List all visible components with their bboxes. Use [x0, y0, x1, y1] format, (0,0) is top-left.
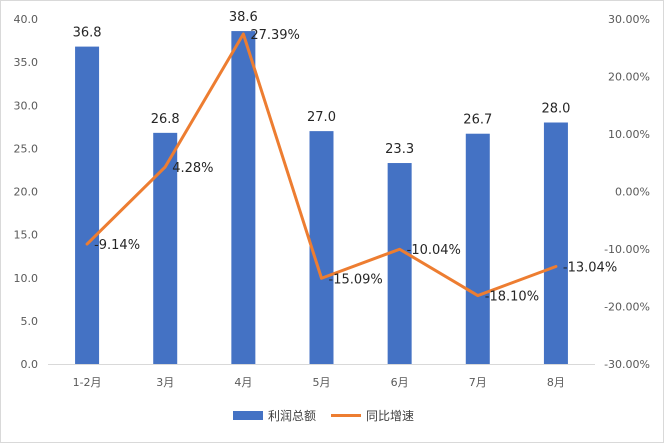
legend-label-line: 同比增速: [366, 409, 414, 423]
right-axis-tick-label: -10.00%: [604, 243, 650, 256]
bar: [543, 122, 568, 364]
left-axis-tick-label: 15.0: [14, 229, 39, 242]
left-axis-tick-label: 5.0: [21, 315, 39, 328]
right-axis-tick-label: -30.00%: [604, 358, 650, 371]
legend-swatch-bar: [233, 411, 263, 420]
bar: [231, 31, 256, 364]
right-axis-tick-label: 0.00%: [615, 186, 650, 199]
right-axis-tick-label: -20.00%: [604, 301, 650, 314]
line-data-label: -18.10%: [485, 290, 539, 305]
left-axis-tick-label: 20.0: [14, 186, 39, 199]
left-axis-tick-label: 10.0: [14, 272, 39, 285]
line-data-label: -9.14%: [94, 238, 140, 253]
left-axis-tick-label: 35.0: [14, 56, 39, 69]
bar: [387, 163, 412, 364]
right-axis-tick-label: 30.00%: [608, 13, 650, 26]
x-axis-tick-label: 3月: [156, 376, 174, 389]
left-axis-tick-label: 30.0: [14, 99, 39, 112]
bar-data-label: 38.6: [229, 10, 258, 25]
bar: [309, 131, 334, 364]
bar-data-label: 23.3: [385, 142, 414, 157]
bar-data-label: 36.8: [73, 26, 102, 41]
x-axis: 1-2月 3月 4月 5月 6月 7月 8月: [73, 376, 565, 389]
x-axis-tick-label: 8月: [547, 376, 565, 389]
left-axis-tick-label: 40.0: [14, 13, 39, 26]
line-data-label: -15.09%: [329, 272, 383, 287]
left-axis-tick-label: 25.0: [14, 142, 39, 155]
right-axis-tick-label: 10.00%: [608, 128, 650, 141]
line-data-label: 27.39%: [250, 28, 300, 43]
x-axis-tick-label: 7月: [469, 376, 487, 389]
bar-data-label: 26.8: [151, 112, 180, 127]
bar-series: [75, 31, 568, 364]
bar: [465, 133, 490, 364]
left-axis: 0.0 5.0 10.0 15.0 20.0 25.0 30.0 35.0 40.0: [14, 13, 39, 371]
bar: [75, 46, 100, 364]
bar-data-label: 28.0: [541, 102, 570, 117]
x-axis-tick-label: 1-2月: [73, 376, 102, 389]
bar-data-label: 27.0: [307, 110, 336, 125]
right-axis: -30.00% -20.00% -10.00% 0.00% 10.00% 20.00% 30…: [604, 13, 650, 371]
x-axis-tick-label: 4月: [234, 376, 252, 389]
left-axis-tick-label: 0.0: [21, 358, 39, 371]
legend: 利润总额 同比增速: [233, 409, 414, 423]
x-axis-tick-label: 6月: [391, 376, 409, 389]
x-axis-tick-label: 5月: [313, 376, 331, 389]
bar: [153, 132, 178, 364]
bar-data-label: 26.7: [463, 113, 492, 128]
line-series: [85, 32, 558, 298]
right-axis-tick-label: 20.00%: [608, 71, 650, 84]
line-data-label: -10.04%: [407, 243, 461, 258]
legend-label-bar: 利润总额: [268, 409, 316, 423]
line-data-label: -13.04%: [563, 260, 617, 275]
growth-line: [85, 32, 558, 298]
line-data-label: 4.28%: [172, 161, 213, 176]
data-labels: 36.8 26.8 38.6 27.0 23.3 26.7 28.0 -9.14% 4.28% 2…: [73, 10, 618, 305]
